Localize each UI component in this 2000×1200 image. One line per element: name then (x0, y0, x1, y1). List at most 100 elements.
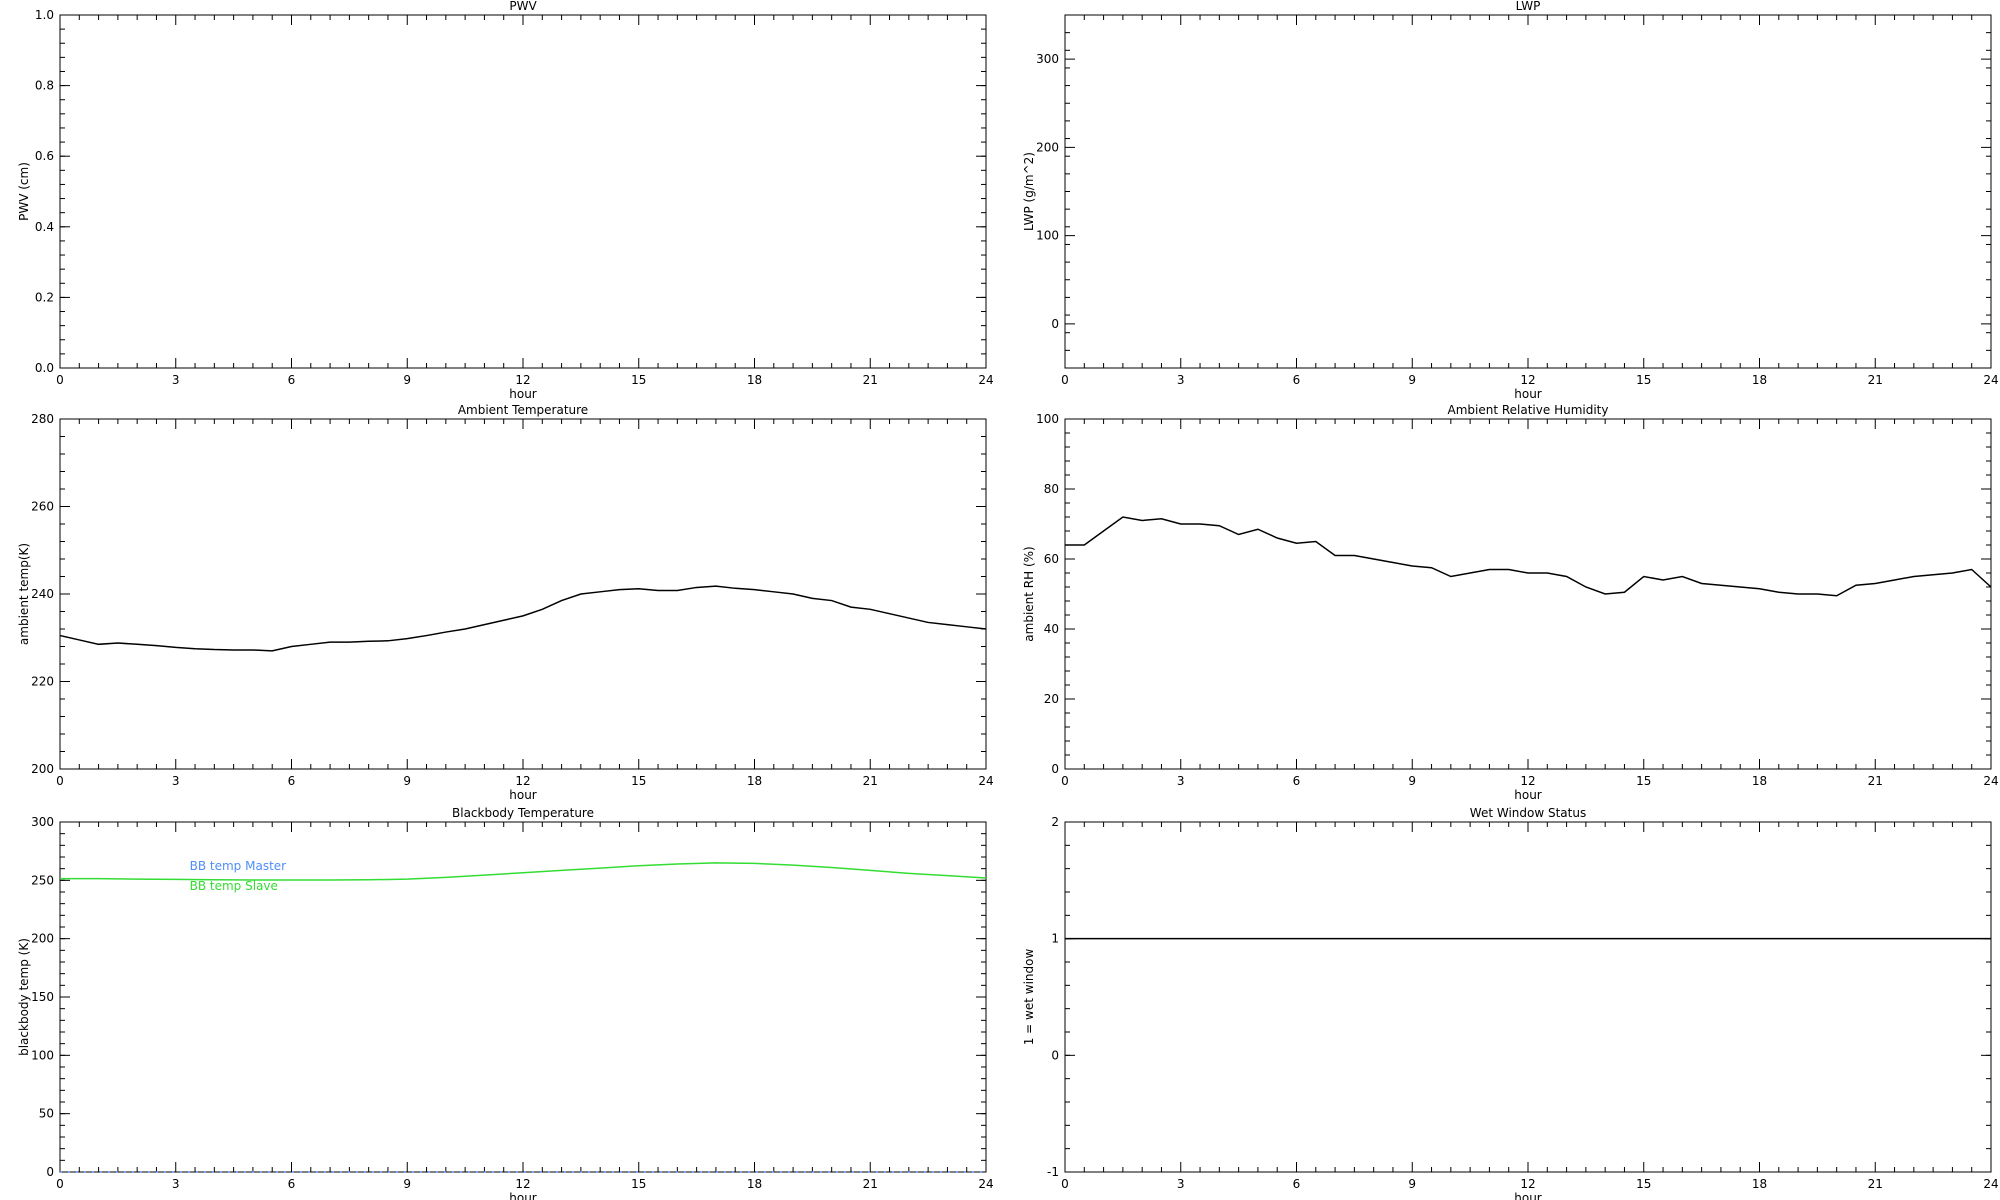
x-tick-label: 12 (515, 373, 530, 387)
x-tick-label: 0 (1061, 373, 1069, 387)
x-tick-label: 3 (1177, 1177, 1185, 1191)
y-axis-label: ambient RH (%) (1022, 546, 1036, 641)
x-tick-label: 15 (631, 373, 646, 387)
x-axis-label: hour (1514, 788, 1542, 802)
chart-panel: Blackbody Temperature hour blackbody temp … (17, 806, 994, 1200)
y-tick-label: 80 (1044, 482, 1059, 496)
x-tick-label: 6 (288, 373, 296, 387)
x-tick-label: 15 (1636, 373, 1651, 387)
y-tick-label: 280 (31, 412, 54, 426)
x-tick-label: 21 (1868, 774, 1883, 788)
x-tick-label: 15 (1636, 774, 1651, 788)
y-tick-label: 40 (1044, 622, 1059, 636)
x-tick-label: 0 (1061, 1177, 1069, 1191)
y-tick-label: 0.2 (35, 290, 54, 304)
x-tick-label: 18 (747, 774, 762, 788)
x-tick-label: 15 (631, 774, 646, 788)
y-tick-label: 0.0 (35, 361, 54, 375)
plot-frame (1064, 14, 1992, 369)
legend-entry: BB temp Slave (190, 879, 278, 893)
x-tick-label: 18 (1752, 1177, 1767, 1191)
chart-title: Ambient Relative Humidity (1448, 403, 1609, 417)
x-tick-label: 24 (1983, 774, 1998, 788)
x-tick-label: 0 (1061, 774, 1069, 788)
legend-entry: BB temp Master (190, 859, 287, 873)
y-tick-label: 0 (1051, 317, 1059, 331)
x-tick-label: 18 (1752, 373, 1767, 387)
chart-panel: Ambient Temperature hour ambient temp(K) 0 3… (17, 403, 994, 802)
x-tick-label: 0 (56, 1177, 64, 1191)
x-tick-label: 9 (1408, 373, 1416, 387)
y-tick-label: 200 (31, 932, 54, 946)
x-axis-label: hour (509, 788, 537, 802)
y-tick-label: 1 (1051, 932, 1059, 946)
chart-title: LWP (1516, 0, 1541, 13)
plot-frame (1064, 821, 1992, 1173)
x-axis-label: hour (509, 1191, 537, 1200)
y-tick-label: 60 (1044, 552, 1059, 566)
x-tick-label: 24 (978, 373, 993, 387)
y-tick-label: 0 (46, 1165, 54, 1179)
x-tick-label: 6 (288, 774, 296, 788)
x-tick-label: 12 (1520, 774, 1535, 788)
x-tick-label: 9 (1408, 1177, 1416, 1191)
chart-panel: PWV hour PWV (cm) 0 3 6 9 12 15 18 21 24 0.0 0.2 0.4 0.… (17, 0, 994, 401)
x-tick-label: 12 (1520, 1177, 1535, 1191)
y-tick-label: 250 (31, 873, 54, 887)
x-tick-label: 3 (1177, 774, 1185, 788)
x-axis-label: hour (1514, 1191, 1542, 1200)
x-tick-label: 3 (172, 774, 180, 788)
x-tick-label: 24 (978, 1177, 993, 1191)
x-tick-label: 24 (978, 774, 993, 788)
series-line (60, 862, 987, 881)
y-tick-label: 300 (31, 815, 54, 829)
x-tick-label: 15 (1636, 1177, 1651, 1191)
chart-title: Ambient Temperature (458, 403, 588, 417)
y-tick-label: 200 (31, 762, 54, 776)
chart-panel: LWP hour LWP (g/m^2) 0 3 6 9 12 15 18 21 24 0 100 200 3… (1022, 0, 1999, 401)
series-line (59, 585, 987, 652)
chart-title: Blackbody Temperature (452, 806, 594, 820)
x-tick-label: 6 (1293, 774, 1301, 788)
y-tick-label: 0.4 (35, 220, 54, 234)
y-tick-label: 2 (1051, 815, 1059, 829)
x-tick-label: 24 (1983, 1177, 1998, 1191)
plot-frame (59, 418, 987, 770)
chart-panel: Ambient Relative Humidity hour ambient RH … (1022, 403, 1999, 802)
x-axis-label: hour (1514, 387, 1542, 401)
x-tick-label: 12 (515, 1177, 530, 1191)
chart-title: PWV (509, 0, 537, 13)
x-tick-label: 24 (1983, 373, 1998, 387)
x-tick-label: 21 (863, 373, 878, 387)
y-tick-label: 100 (1036, 412, 1059, 426)
chart-panel: Wet Window Status hour 1 = wet window 0 3 6 9 1… (1022, 806, 1999, 1200)
y-tick-label: 240 (31, 587, 54, 601)
x-tick-label: 18 (747, 1177, 762, 1191)
y-tick-label: 0 (1051, 1048, 1059, 1062)
y-tick-label: 0.8 (35, 79, 54, 93)
x-tick-label: 9 (1408, 774, 1416, 788)
x-tick-label: 6 (1293, 373, 1301, 387)
x-tick-label: 12 (515, 774, 530, 788)
y-tick-label: -1 (1047, 1165, 1059, 1179)
x-tick-label: 12 (1520, 373, 1535, 387)
x-tick-label: 15 (631, 1177, 646, 1191)
x-tick-label: 18 (1752, 774, 1767, 788)
x-tick-label: 3 (172, 1177, 180, 1191)
x-tick-label: 9 (403, 774, 411, 788)
y-axis-label: LWP (g/m^2) (1022, 152, 1036, 231)
x-tick-label: 21 (1868, 373, 1883, 387)
x-tick-label: 21 (863, 1177, 878, 1191)
chart-title: Wet Window Status (1470, 806, 1586, 820)
x-tick-label: 0 (56, 774, 64, 788)
x-tick-label: 9 (403, 1177, 411, 1191)
y-axis-label: ambient temp(K) (17, 543, 31, 645)
y-tick-label: 260 (31, 500, 54, 514)
y-tick-label: 200 (1036, 140, 1059, 154)
y-tick-label: 100 (31, 1048, 54, 1062)
y-tick-label: 0 (1051, 762, 1059, 776)
x-tick-label: 6 (288, 1177, 296, 1191)
y-axis-label: blackbody temp (K) (17, 938, 31, 1056)
y-tick-label: 150 (31, 990, 54, 1004)
